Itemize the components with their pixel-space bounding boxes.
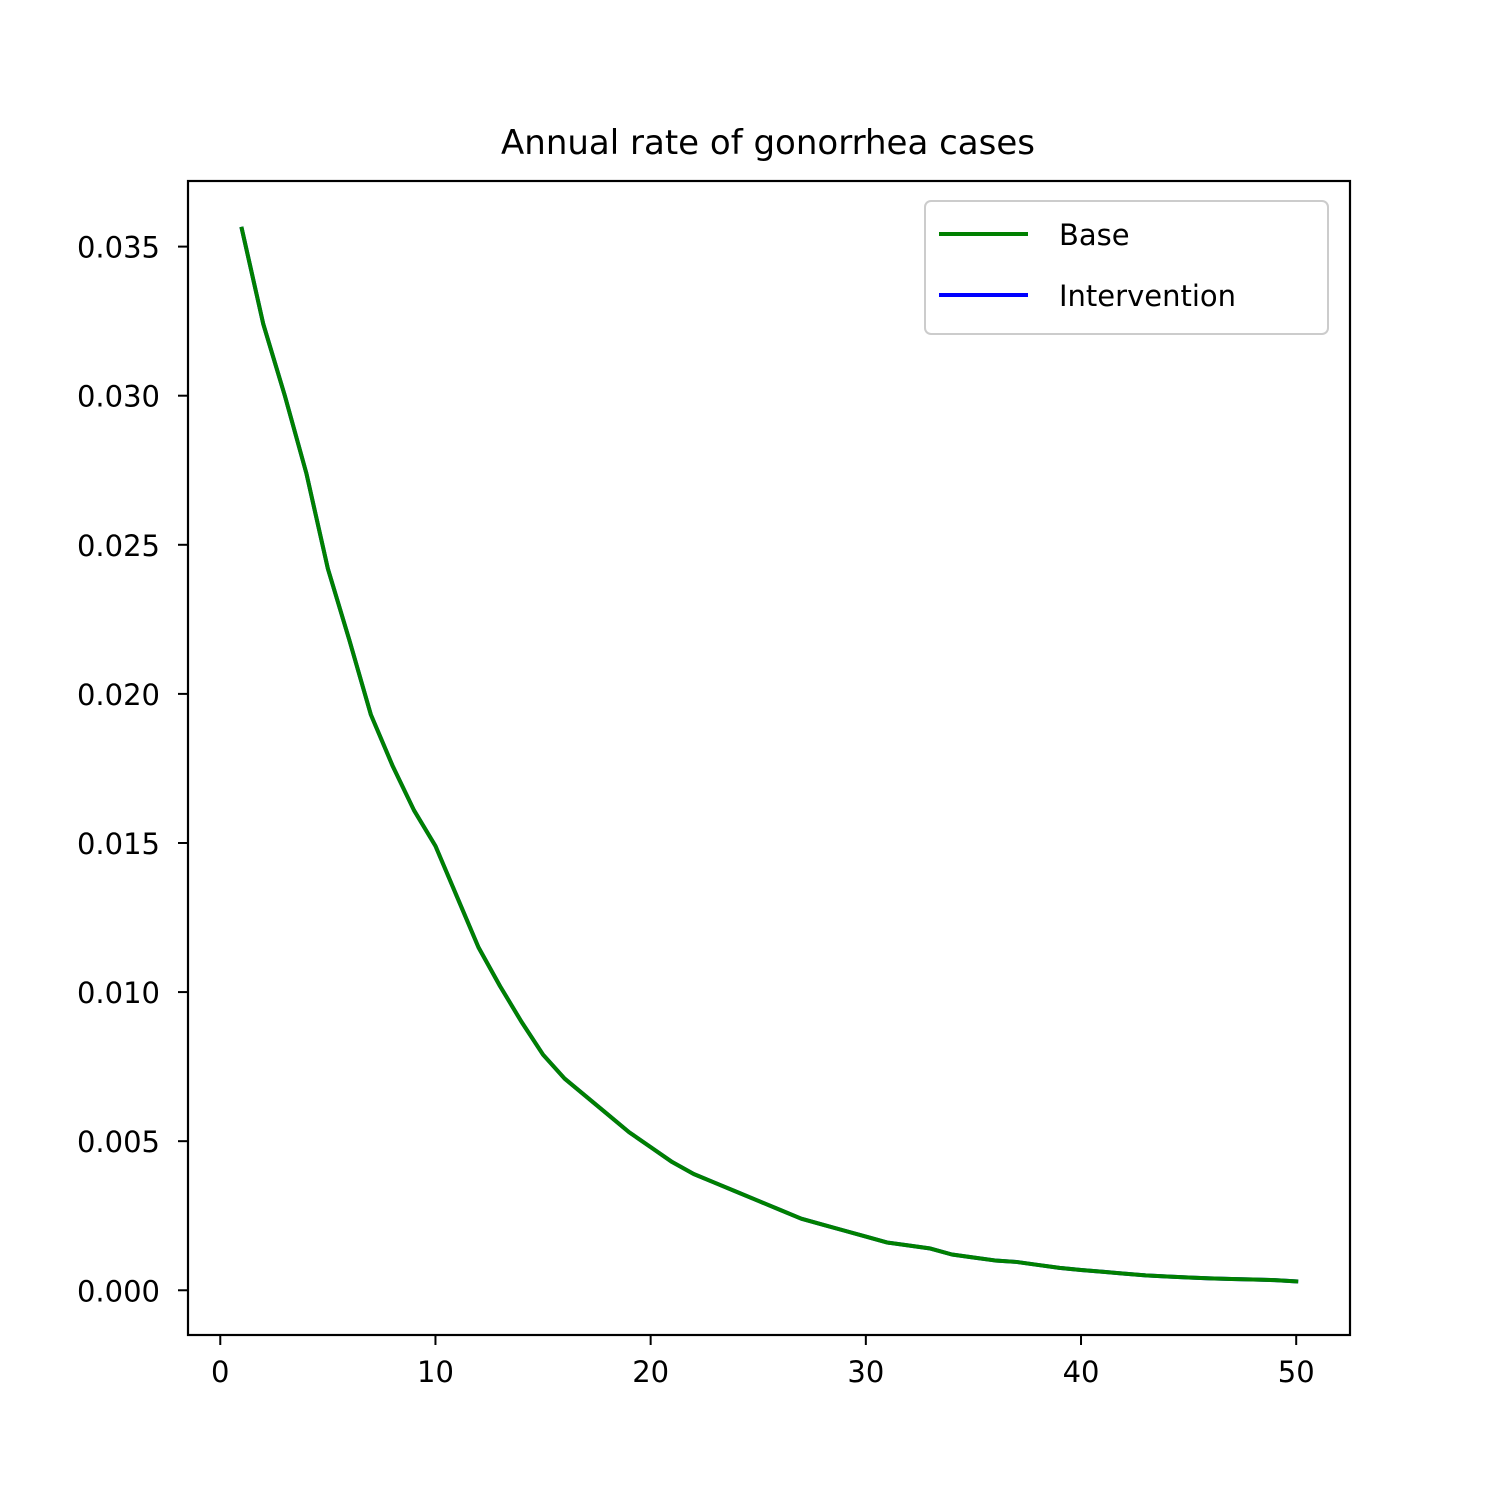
x-tick-label: 50 — [1278, 1355, 1315, 1389]
y-tick-label: 0.025 — [77, 529, 160, 563]
y-tick-label: 0.030 — [77, 380, 160, 414]
plot-frame — [186, 179, 1352, 1337]
legend: Base Intervention — [924, 200, 1329, 335]
x-tick-label: 20 — [632, 1355, 669, 1389]
y-tick-label: 0.010 — [77, 976, 160, 1010]
y-tick-label: 0.035 — [77, 231, 160, 265]
x-axis: 0 10 20 30 40 50 — [211, 1335, 1315, 1389]
legend-label-intervention: Intervention — [1059, 279, 1236, 313]
legend-label-base: Base — [1059, 218, 1130, 252]
y-axis: 0.000 0.005 0.010 0.015 0.020 0.025 0.030 0.035 — [77, 231, 188, 1308]
x-tick-label: 10 — [417, 1355, 454, 1389]
y-tick-label: 0.020 — [77, 678, 160, 712]
y-tick-label: 0.005 — [77, 1125, 160, 1159]
series-layer — [239, 226, 1299, 1284]
chart-title: Annual rate of gonorrhea cases — [501, 123, 1035, 163]
y-tick-label: 0.015 — [77, 827, 160, 861]
series-line-base — [239, 226, 1299, 1284]
y-tick-label: 0.000 — [77, 1274, 160, 1308]
x-tick-label: 40 — [1063, 1355, 1100, 1389]
x-tick-label: 30 — [847, 1355, 884, 1389]
x-tick-label: 0 — [211, 1355, 229, 1389]
